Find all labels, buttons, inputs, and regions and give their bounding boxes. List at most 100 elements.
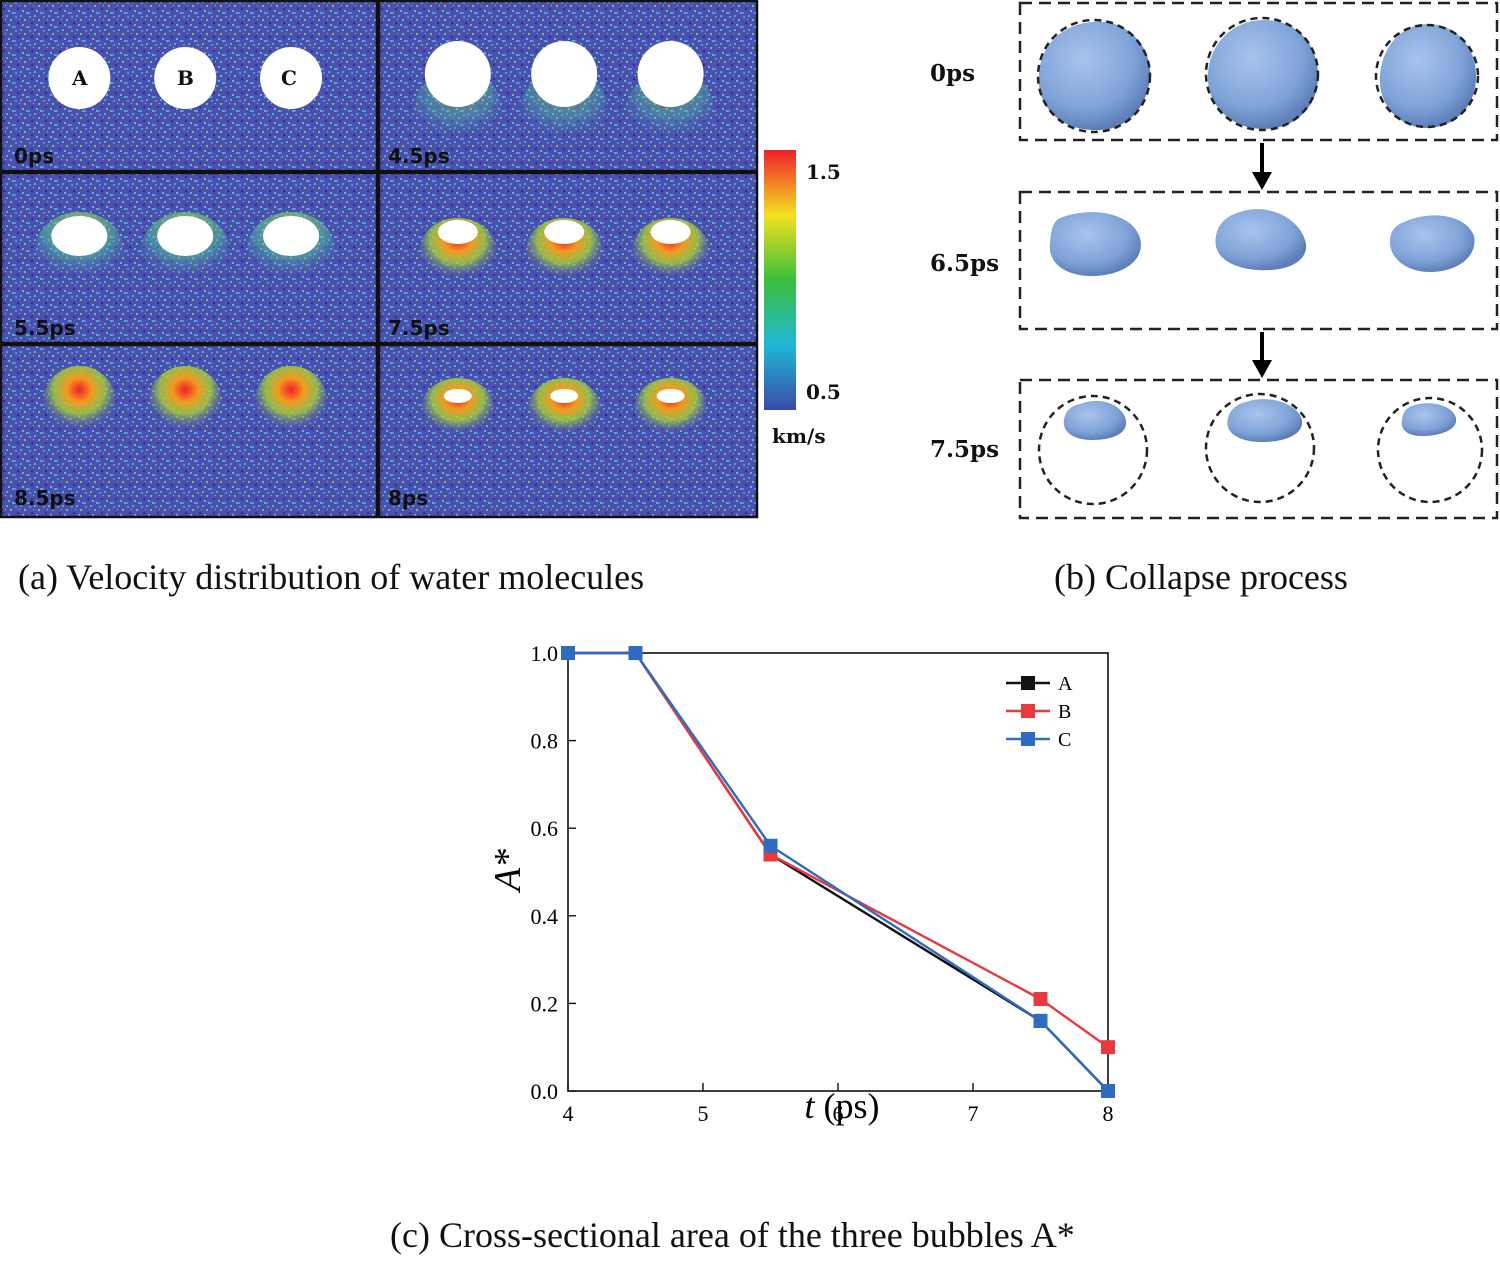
colorbar-max-label: 1.5 (806, 160, 841, 184)
y-tick-label-4: 0.8 (531, 729, 559, 754)
cavity-5-1 (550, 389, 579, 403)
cavity-0-2 (260, 47, 323, 109)
x-tick-label-0: 4 (563, 1101, 574, 1126)
y-tick-label-0: 0.0 (531, 1079, 559, 1104)
panel-b: 0ps 6.5ps 7.5ps (900, 0, 1500, 540)
hotspot-4-0 (43, 366, 116, 434)
frame-label-5: 8ps (388, 486, 429, 510)
velocity-frame-5 (377, 343, 759, 519)
caption-b: (b) Collapse process (1054, 557, 1348, 597)
cavity-2-2 (263, 216, 320, 256)
y-tick-label-5: 1.0 (531, 641, 559, 666)
frame-label-4: 8.5ps (14, 486, 76, 510)
x-axis-label-unit: (ps) (815, 1086, 880, 1126)
velocity-frame-2 (0, 171, 379, 345)
bubble-0-a (1038, 21, 1151, 131)
legend-label-C: C (1058, 729, 1071, 751)
point-C-3 (1033, 1013, 1048, 1028)
outline-0-c (1374, 23, 1480, 129)
hotspot-4-1 (149, 366, 222, 434)
caption-a: (a) Velocity distribution of water molec… (18, 557, 645, 597)
cavity-3-0 (437, 220, 478, 244)
cavity-5-2 (656, 389, 685, 403)
x-tick-label-4: 8 (1103, 1101, 1114, 1126)
colorbar (764, 150, 796, 410)
velocity-frame-0 (0, 0, 379, 173)
x-tick-label-1: 5 (698, 1101, 709, 1126)
stage-label-0: 0ps (930, 60, 976, 87)
velocity-frame-3 (377, 171, 759, 345)
outline-2-c (1376, 396, 1484, 504)
point-B-4 (1101, 1040, 1115, 1055)
x-axis-label: t (ps) (804, 1086, 879, 1126)
x-axis-label-var: t (804, 1086, 815, 1126)
area-chart: 4 5 6 7 8 0.0 0.2 0.4 0.6 0.8 1.0 ABC A* t (ps) (487, 641, 1115, 1126)
bubble-1-b (1215, 209, 1307, 271)
point-C-0 (561, 646, 575, 660)
stage-label-1: 6.5ps (930, 250, 1000, 277)
series-line-A (568, 651, 1109, 1092)
legend-label-A: A (1058, 673, 1073, 695)
series-C (561, 646, 1115, 1098)
stage-box-1 (1018, 190, 1499, 331)
bubble-1-c (1390, 215, 1475, 272)
stage-box-2 (1018, 378, 1499, 520)
x-tick-label-3: 7 (968, 1101, 979, 1126)
point-B-3 (1033, 992, 1048, 1007)
velocity-frame-1 (377, 0, 759, 173)
velocity-frame-4 (0, 343, 379, 519)
bubble-1-a (1049, 212, 1141, 276)
arrow-2-head (1252, 360, 1272, 378)
cavity-5-0 (443, 389, 472, 403)
legend-item-C: C (1006, 729, 1071, 751)
legend-item-A: A (1006, 673, 1073, 695)
panel-a: 0ps 4.5ps 5.5ps 7.5ps 8.5ps 8ps A B C 1.… (0, 0, 841, 540)
point-C-4 (1101, 1084, 1115, 1098)
cavity-2-1 (157, 216, 214, 256)
caption-c: (c) Cross-sectional area of the three bu… (390, 1215, 1075, 1255)
frame-label-1: 4.5ps (388, 144, 450, 168)
legend-label-B: B (1058, 701, 1071, 723)
plot-frame (567, 652, 1109, 1092)
cavity-0-0 (48, 47, 111, 109)
hotspot-4-2 (255, 366, 328, 434)
cavity-0-1 (154, 47, 217, 109)
bubble-2-a (1063, 400, 1127, 440)
cavity-1-0 (424, 41, 491, 107)
frame-label-0: 0ps (14, 144, 55, 168)
y-axis-label: A* (487, 849, 529, 894)
bubble-label-a: A (72, 66, 88, 90)
outline-0-b (1204, 16, 1320, 132)
cavity-2-0 (51, 216, 108, 256)
bubble-label-c: C (281, 66, 297, 90)
point-C-2 (763, 838, 778, 853)
frame-label-2: 5.5ps (14, 316, 76, 340)
bubble-label-b: B (177, 66, 194, 90)
stage-label-2: 7.5ps (930, 436, 1000, 463)
collapse-diagram (1018, 1, 1499, 520)
bubble-0-b (1207, 20, 1319, 130)
point-C-1 (628, 646, 643, 660)
y-tick-label-2: 0.4 (531, 904, 559, 929)
cavity-3-1 (544, 220, 585, 244)
bubble-2-c (1401, 403, 1457, 436)
cavity-1-1 (531, 41, 598, 107)
colorbar-unit: km/s (772, 424, 826, 448)
bubble-0-c (1379, 24, 1477, 128)
velocity-grid (0, 0, 796, 519)
arrow-1-head (1252, 172, 1272, 190)
x-tick-label-2: 6 (833, 1101, 844, 1126)
outline-2-b (1204, 392, 1316, 504)
frame-label-3: 7.5ps (388, 316, 450, 340)
outline-2-a (1037, 394, 1149, 506)
cavity-1-2 (637, 41, 704, 107)
y-tick-label-3: 0.6 (531, 816, 559, 841)
colorbar-min-label: 0.5 (806, 380, 841, 404)
y-tick-label-1: 0.2 (531, 991, 559, 1016)
stage-box-0 (1018, 1, 1499, 142)
series-line-C (568, 651, 1109, 1092)
legend-item-B: B (1006, 701, 1071, 723)
cavity-3-2 (650, 220, 691, 244)
outline-0-a (1036, 18, 1152, 134)
bubble-2-b (1227, 399, 1303, 442)
